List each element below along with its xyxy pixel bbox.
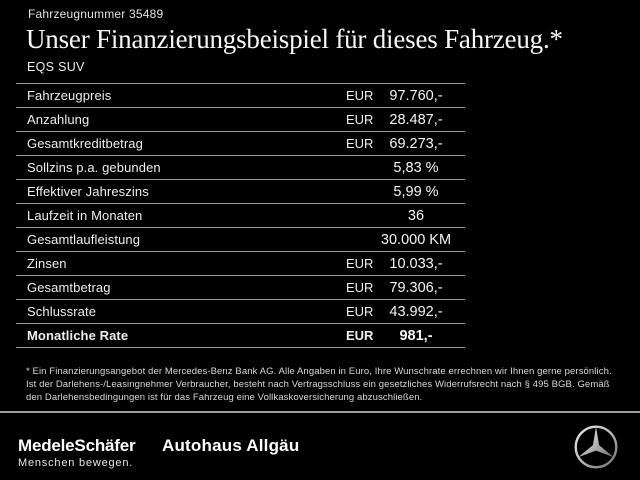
row-label: Sollzins p.a. gebunden [27, 160, 161, 175]
row-currency: EUR [346, 304, 374, 319]
row-value: 79.306,- [389, 279, 443, 296]
row-currency: EUR [346, 280, 374, 295]
row-currency: EUR [346, 256, 374, 271]
row-value: 36 [407, 207, 425, 224]
mercedes-star-icon [574, 425, 618, 469]
row-currency: EUR [346, 136, 374, 151]
row-value: 5,99 % [393, 183, 439, 200]
footer-divider [0, 411, 640, 413]
row-label: Gesamtbetrag [27, 280, 111, 295]
row-label: Effektiver Jahreszins [27, 184, 149, 199]
row-value: 69.273,- [389, 135, 443, 152]
row-label: Fahrzeugpreis [27, 88, 112, 103]
table-row-anzahlung: Anzahlung EUR 28.487,- [16, 108, 465, 132]
table-row-effektiver-jahreszins: Effektiver Jahreszins 5,99 % [16, 180, 465, 204]
row-value: 30.000 KM [380, 231, 452, 248]
row-label: Monatliche Rate [27, 328, 129, 343]
finance-table: Fahrzeugpreis EUR 97.760,- Anzahlung EUR… [16, 83, 465, 348]
page-title: Unser Finanzierungsbeispiel für dieses F… [26, 24, 563, 54]
table-row-gesamtbetrag: Gesamtbetrag EUR 79.306,- [16, 276, 465, 300]
row-currency: EUR [346, 88, 374, 103]
table-row-laufzeit: Laufzeit in Monaten 36 [16, 204, 465, 228]
row-value: 10.033,- [389, 255, 443, 272]
row-label: Laufzeit in Monaten [27, 208, 143, 223]
row-value: 43.992,- [389, 303, 443, 320]
row-currency: EUR [346, 328, 374, 343]
model-name: EQS SUV [27, 60, 85, 74]
row-label: Gesamtkreditbetrag [27, 136, 143, 151]
table-row-sollzins: Sollzins p.a. gebunden 5,83 % [16, 156, 465, 180]
row-value: 97.760,- [389, 87, 443, 104]
row-value: 28.487,- [389, 111, 443, 128]
row-value: 5,83 % [393, 159, 439, 176]
table-row-fahrzeugpreis: Fahrzeugpreis EUR 97.760,- [16, 84, 465, 108]
row-label: Schlussrate [27, 304, 97, 319]
vehicle-number: Fahrzeugnummer 35489 [28, 7, 164, 21]
table-row-gesamtlaufleistung: Gesamtlaufleistung 30.000 KM [16, 228, 465, 252]
table-row-gesamtkreditbetrag: Gesamtkreditbetrag EUR 69.273,- [16, 132, 465, 156]
table-row-zinsen: Zinsen EUR 10.033,- [16, 252, 465, 276]
row-label: Zinsen [27, 256, 67, 271]
row-label: Anzahlung [27, 112, 90, 127]
dealer-logo-autohaus-allgaeu: Autohaus Allgäu [162, 436, 300, 455]
table-row-schlussrate: Schlussrate EUR 43.992,- [16, 300, 465, 324]
dealer-logo-medele-schaefer: MedeleSchäfer [18, 436, 136, 455]
table-row-monatliche-rate: Monatliche Rate EUR 981,- [16, 324, 465, 348]
row-value: 981,- [399, 327, 433, 344]
row-label: Gesamtlaufleistung [27, 232, 141, 247]
finance-disclaimer: * Ein Finanzierungsangebot der Mercedes-… [26, 366, 612, 403]
row-currency: EUR [346, 112, 374, 127]
dealer-tagline: Menschen bewegen. [18, 457, 134, 469]
